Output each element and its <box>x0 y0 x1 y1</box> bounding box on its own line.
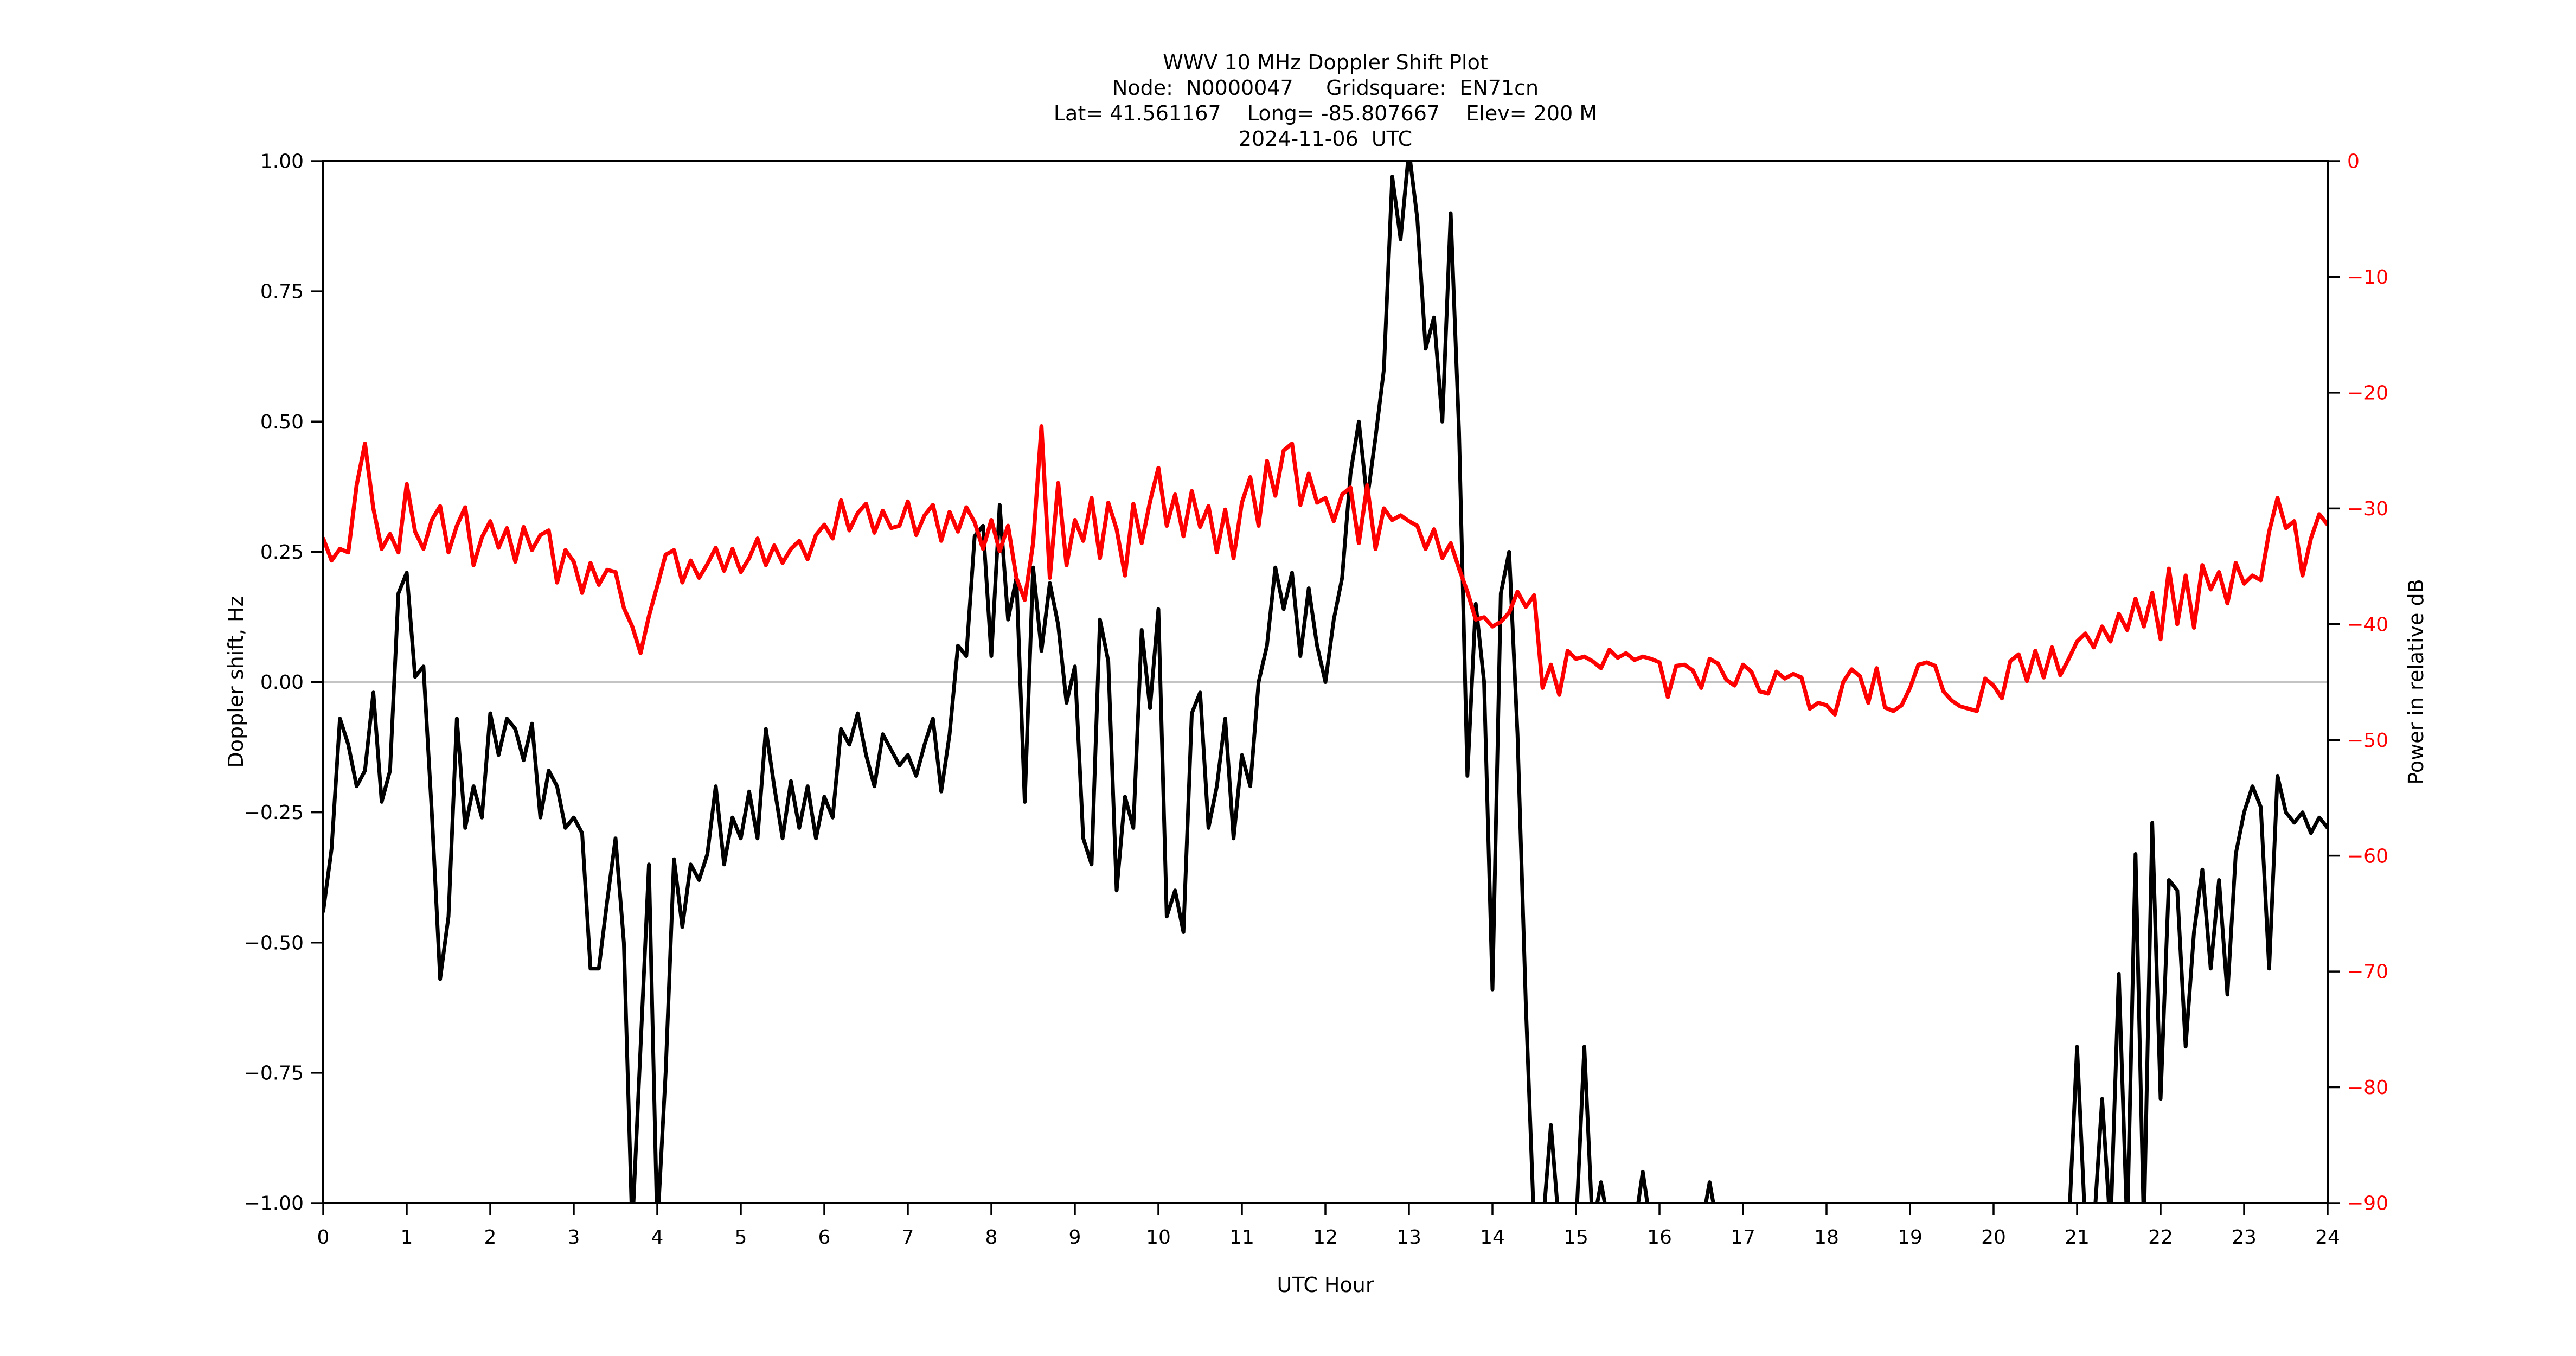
x-tick-label: 8 <box>985 1226 998 1249</box>
y-left-tick-label: 1.00 <box>260 151 304 173</box>
x-tick-label: 0 <box>317 1226 330 1249</box>
x-tick-label: 4 <box>651 1226 664 1249</box>
y-right-tick-label: −30 <box>2347 498 2388 520</box>
chart-subtitle-node-gridsquare: Node: N0000047 Gridsquare: EN71cn <box>1112 76 1539 100</box>
x-tick-label: 9 <box>1069 1226 1081 1249</box>
y-right-tick-label: −70 <box>2347 961 2388 983</box>
x-tick-label: 1 <box>401 1226 413 1249</box>
x-tick-label: 12 <box>1313 1226 1338 1249</box>
x-tick-label: 22 <box>2148 1226 2173 1249</box>
chart-subtitle-lat-long-elev: Lat= 41.561167 Long= -85.807667 Elev= 20… <box>1054 101 1597 125</box>
y-left-tick-label: 0.50 <box>260 411 304 433</box>
y-left-tick-label: −0.50 <box>244 932 304 954</box>
chart-subtitle-date: 2024-11-06 UTC <box>1239 127 1412 151</box>
x-tick-label: 23 <box>2232 1226 2257 1249</box>
series-layer <box>323 161 2328 1203</box>
x-tick-label: 16 <box>1647 1226 1672 1249</box>
y-right-tick-label: −50 <box>2347 730 2388 752</box>
x-tick-label: 7 <box>902 1226 914 1249</box>
y-right-tick-label: −60 <box>2347 845 2388 867</box>
x-tick-label: 3 <box>568 1226 580 1249</box>
y-right-tick-label: 0 <box>2347 151 2360 173</box>
power_relative_db-line <box>323 424 2328 717</box>
y-left-tick-label: 0.25 <box>260 541 304 564</box>
x-tick-label: 24 <box>2315 1226 2340 1249</box>
y-right-tick-label: −20 <box>2347 382 2388 404</box>
y-left-tick-label: 0.75 <box>260 281 304 303</box>
x-tick-label: 10 <box>1146 1226 1171 1249</box>
chart-title: WWV 10 MHz Doppler Shift Plot <box>1163 50 1488 74</box>
x-axis-label: UTC Hour <box>1277 1273 1374 1297</box>
x-tick-label: 13 <box>1396 1226 1421 1249</box>
x-tick-label: 19 <box>1898 1226 1923 1249</box>
y-right-axis-label: Power in relative dB <box>2404 579 2428 784</box>
y-left-tick-label: −0.75 <box>244 1062 304 1084</box>
x-tick-label: 21 <box>2065 1226 2090 1249</box>
y-left-tick-label: −0.25 <box>244 802 304 824</box>
doppler_shift_hz-line <box>323 161 2328 1203</box>
y-right-tick-label: −40 <box>2347 613 2388 636</box>
x-tick-label: 2 <box>484 1226 497 1249</box>
y-right-tick-label: −10 <box>2347 266 2388 289</box>
y-right-tick-label: −90 <box>2347 1193 2388 1215</box>
x-tick-label: 20 <box>1981 1226 2006 1249</box>
x-tick-label: 14 <box>1480 1226 1505 1249</box>
axes-layer: 1.00 0.75 0.50 0.25 0.00 −0.25 −0.50 −0.75 −1.00… <box>244 151 2388 1249</box>
x-tick-label: 15 <box>1563 1226 1588 1249</box>
x-tick-label: 6 <box>818 1226 831 1249</box>
y-right-tick-label: −80 <box>2347 1077 2388 1099</box>
y-left-axis-label: Doppler shift, Hz <box>224 596 248 767</box>
x-tick-label: 11 <box>1229 1226 1254 1249</box>
y-left-tick-label: −1.00 <box>244 1193 304 1215</box>
y-left-tick-label: 0.00 <box>260 671 304 694</box>
x-tick-label: 5 <box>735 1226 747 1249</box>
x-tick-label: 17 <box>1731 1226 1755 1249</box>
x-tick-label: 18 <box>1814 1226 1839 1249</box>
